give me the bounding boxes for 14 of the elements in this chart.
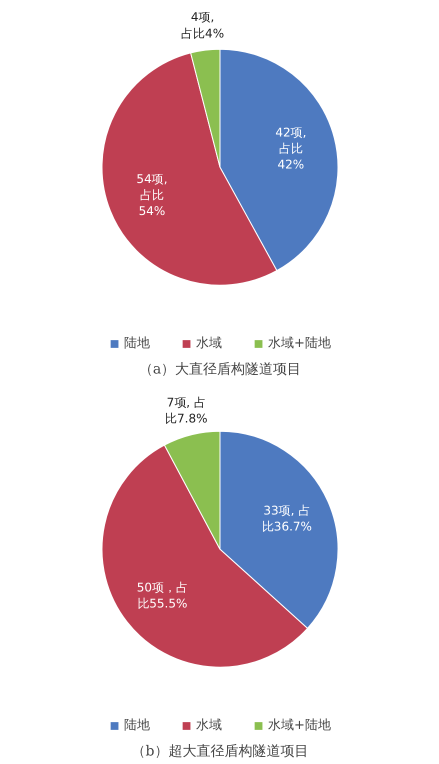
legend-label: 水域+陆地 bbox=[268, 335, 331, 352]
text: （b）超大直径盾构隧道项目 bbox=[132, 744, 308, 760]
legend-label: 陆地 bbox=[124, 717, 150, 734]
data-label: 42项, 占比 42% bbox=[275, 125, 306, 172]
data-label: 4项, 占比4% bbox=[181, 10, 224, 40]
data-label: 7项, 占比7.8% bbox=[165, 395, 208, 426]
legend-label: 水域+陆地 bbox=[268, 717, 331, 734]
data-label: 33项, 占比36.7% bbox=[262, 504, 312, 534]
legend-label: 陆地 bbox=[124, 335, 150, 352]
legend-label: 水域 bbox=[196, 717, 222, 734]
legend-label: 水域 bbox=[196, 335, 222, 352]
data-label: 54项, 占比 54% bbox=[136, 172, 168, 218]
data-label: 50项，占比55.5% bbox=[136, 580, 188, 611]
text: （a）大直径盾构隧道项目 bbox=[138, 362, 302, 378]
